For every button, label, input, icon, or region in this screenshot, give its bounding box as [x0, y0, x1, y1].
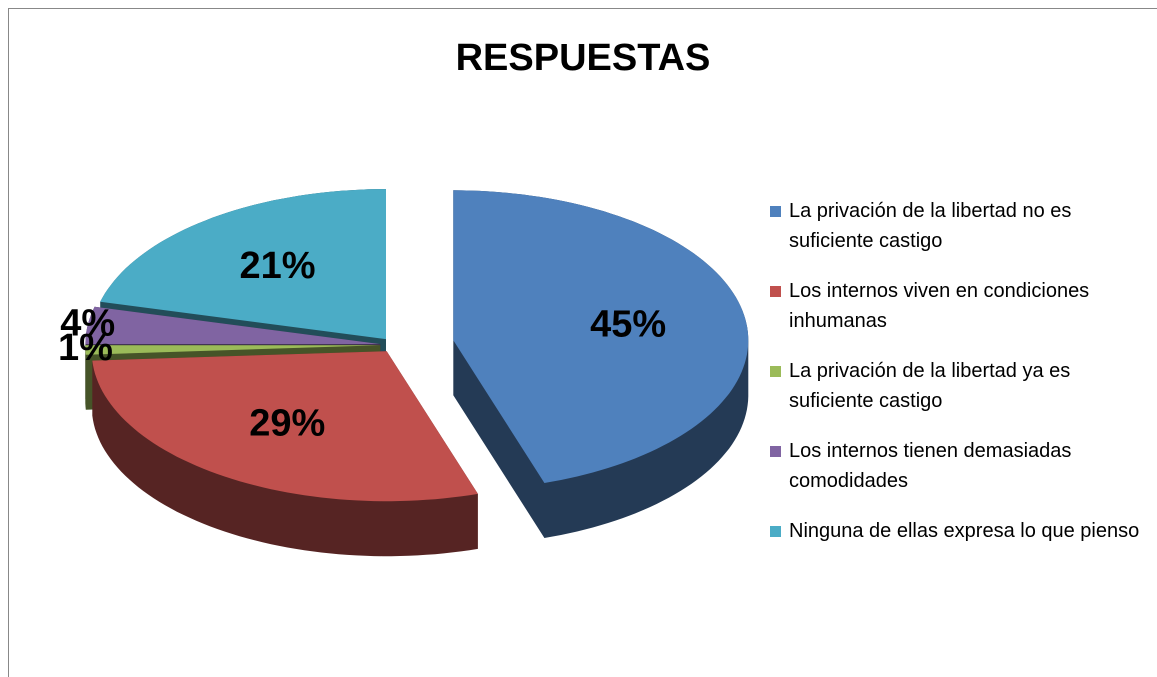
data-label: 29% — [249, 403, 325, 445]
legend-label: Ninguna de ellas expresa lo que pienso — [789, 520, 1140, 542]
legend-item: La privación de la libertad ya es sufici… — [770, 356, 1142, 436]
legend-swatch — [770, 286, 781, 297]
legend: La privación de la libertad no es sufici… — [770, 196, 1142, 596]
legend-item: Los internos tienen demasiadas comodidad… — [770, 436, 1142, 516]
pie-slice — [453, 190, 749, 484]
data-label: 45% — [590, 303, 666, 345]
data-label: 1% — [58, 327, 113, 369]
legend-swatch — [770, 206, 781, 217]
data-label: 4% — [60, 302, 115, 344]
legend-item: La privación de la libertad no es sufici… — [770, 196, 1142, 276]
legend-item: Ninguna de ellas expresa lo que pienso — [770, 516, 1142, 596]
legend-swatch — [770, 526, 781, 537]
pie-slice — [92, 351, 478, 502]
legend-label: La privación de la libertad ya es sufici… — [789, 360, 1071, 412]
legend-label: Los internos viven en condiciones inhuma… — [789, 280, 1090, 332]
legend-label: Los internos tienen demasiadas comodidad… — [789, 440, 1072, 492]
legend-swatch — [770, 446, 781, 457]
pie-slice — [100, 189, 386, 340]
legend-item: Los internos viven en condiciones inhuma… — [770, 276, 1142, 356]
chart-title: RESPUESTAS — [456, 37, 711, 79]
frame — [8, 8, 1157, 677]
legend-swatch — [770, 366, 781, 377]
pie-slice — [85, 345, 381, 355]
legend-label: La privación de la libertad no es sufici… — [789, 200, 1072, 252]
pie-slice — [85, 306, 381, 345]
data-label: 21% — [239, 245, 315, 287]
